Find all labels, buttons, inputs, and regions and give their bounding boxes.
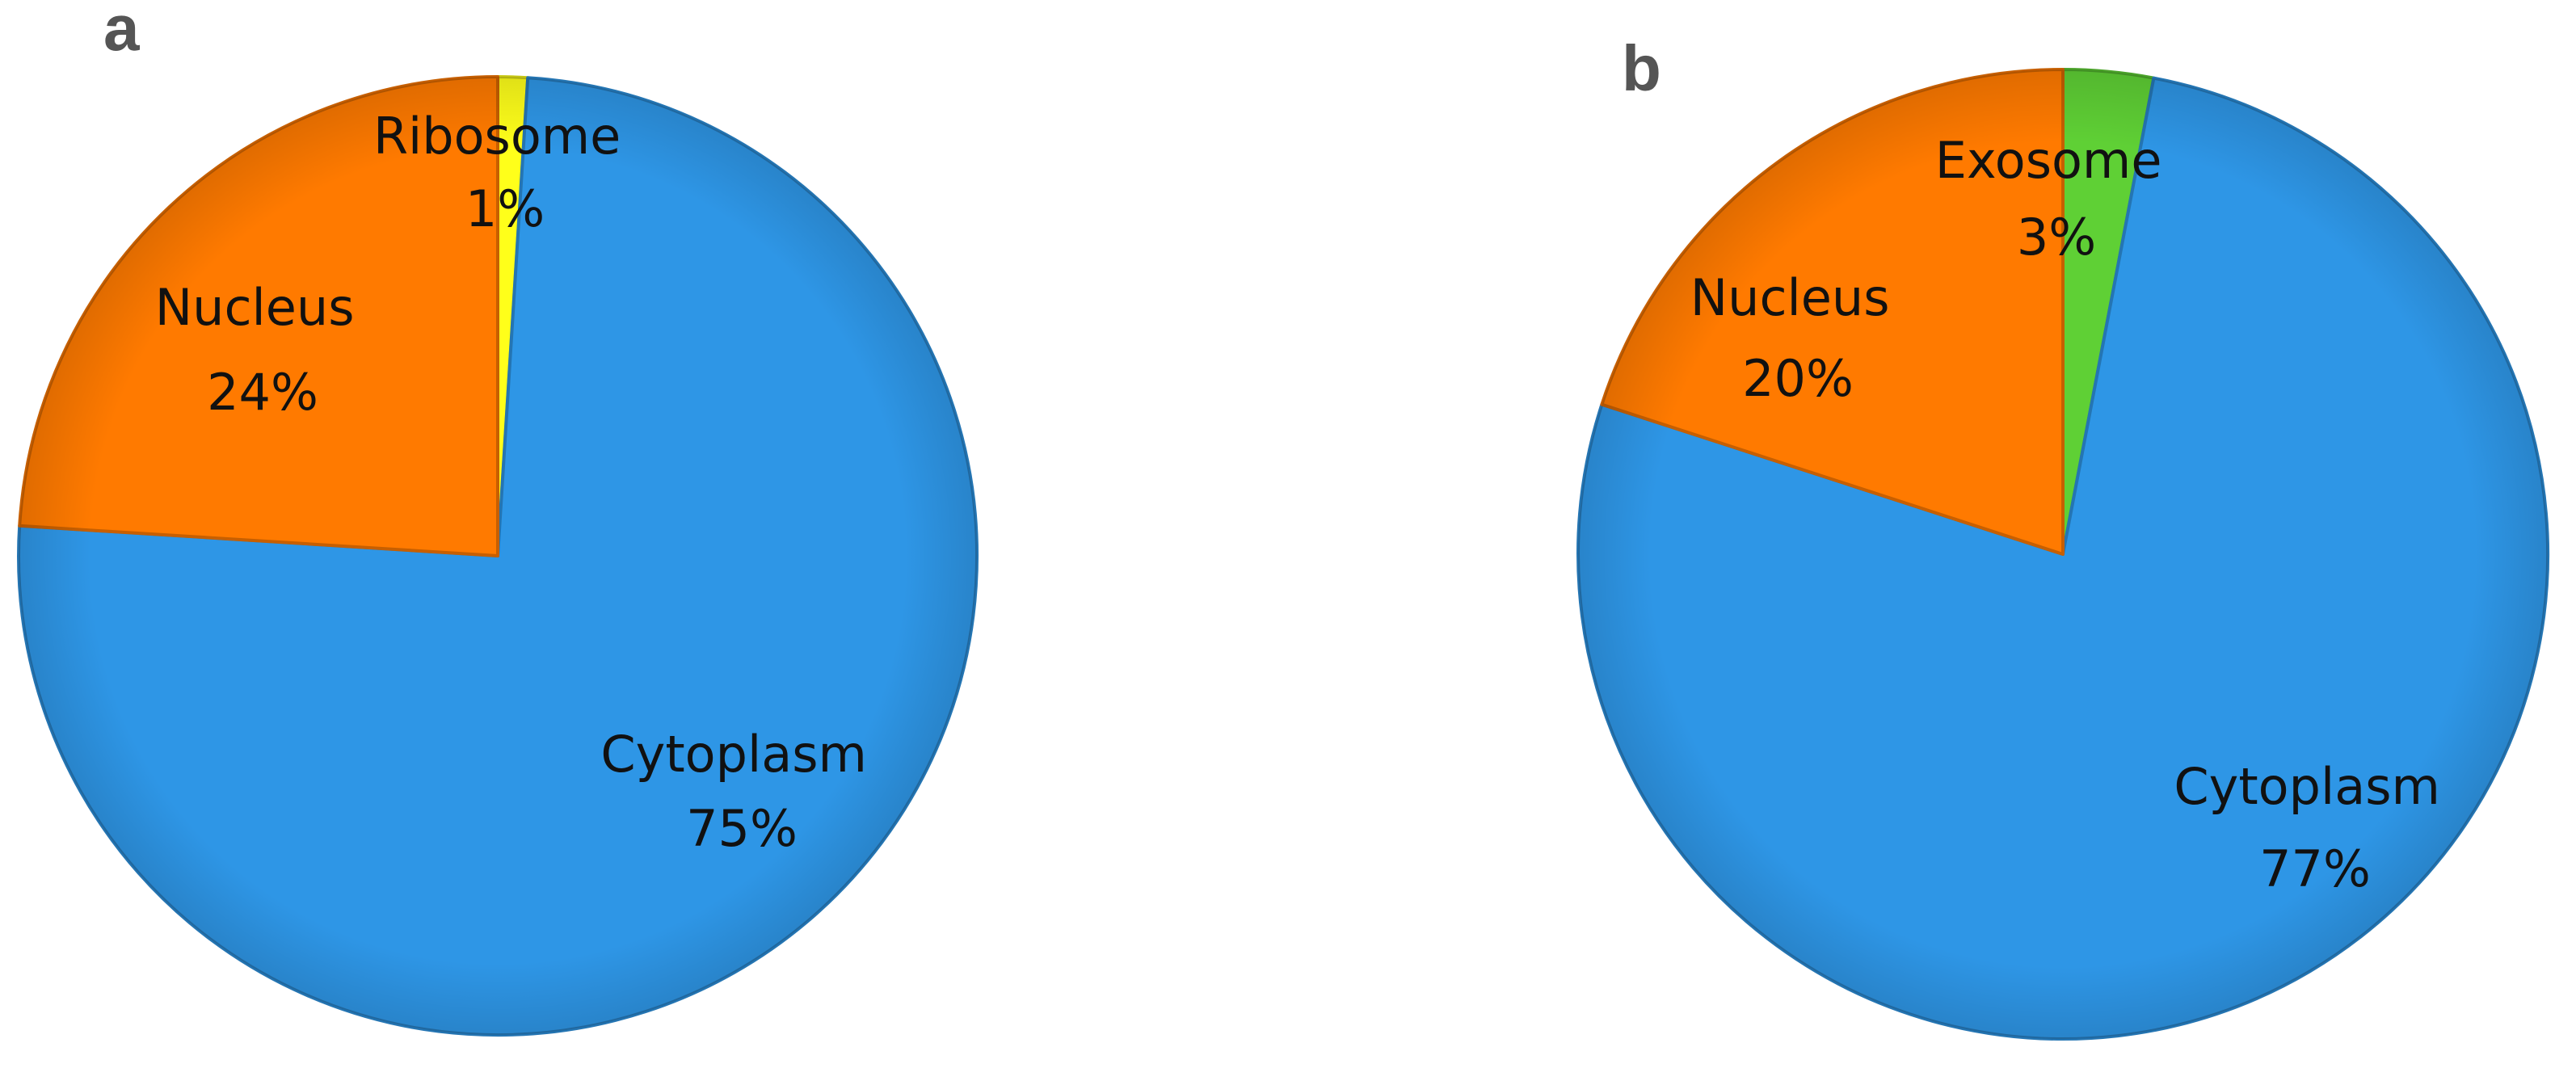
slice-label-nucleus-b: Nucleus 20%	[1690, 268, 1905, 408]
slice-value-nucleus-b: 20%	[1742, 349, 1854, 408]
slice-name-nucleus-b: Nucleus	[1690, 268, 1890, 327]
slice-value-cytoplasm-b: 77%	[2259, 839, 2371, 898]
slice-value-exosome: 3%	[2017, 208, 2096, 267]
slice-name-nucleus-a: Nucleus	[155, 278, 355, 337]
pie-b-labels: Exosome 3% Cytoplasm 77% Nucleus 20%	[1690, 131, 2456, 898]
pie-chart-b: b Exosome 3% Cytoplasm 77% Nucleus 20%	[1576, 32, 2550, 1041]
panel-label-b: b	[1622, 32, 1661, 104]
slice-label-nucleus-a: Nucleus 24%	[155, 278, 370, 422]
slice-name-exosome: Exosome	[1935, 131, 2162, 190]
slice-label-ribosome: Ribosome 1%	[373, 107, 637, 238]
slice-value-ribosome: 1%	[465, 179, 545, 238]
slice-label-cytoplasm-a: Cytoplasm 75%	[600, 725, 882, 858]
slice-value-cytoplasm-a: 75%	[686, 799, 798, 858]
slice-label-cytoplasm-b: Cytoplasm 77%	[2174, 757, 2456, 898]
slice-label-exosome: Exosome 3%	[1935, 131, 2178, 267]
slice-name-cytoplasm-b: Cytoplasm	[2174, 757, 2440, 816]
panel-label-a: a	[103, 0, 140, 64]
slice-name-cytoplasm-a: Cytoplasm	[600, 725, 867, 784]
slice-name-ribosome: Ribosome	[373, 107, 621, 166]
pie-chart-a: a Ribosome 1% Cytoplasm 75% Nucleus 24%	[17, 0, 979, 1037]
pie-a-labels: Ribosome 1% Cytoplasm 75% Nucleus 24%	[155, 107, 882, 858]
slice-value-nucleus-a: 24%	[207, 363, 318, 422]
